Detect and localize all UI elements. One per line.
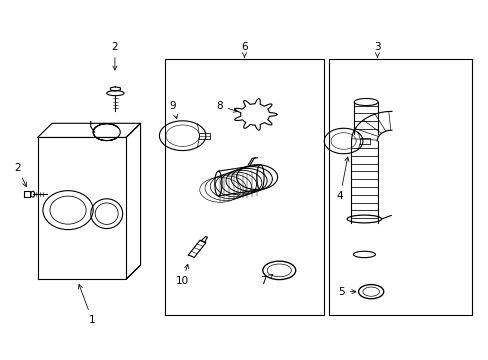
Text: 7: 7 [260,274,272,286]
Text: 2: 2 [14,163,26,186]
Bar [328,59,471,315]
Text: 4: 4 [336,157,348,201]
Text: 8: 8 [216,100,237,112]
Text: 10: 10 [176,264,189,286]
Text: 5: 5 [337,287,355,297]
Bar [164,59,324,315]
Text: 2: 2 [111,42,118,70]
Text: 6: 6 [241,42,247,58]
Text: 9: 9 [169,100,177,119]
Text: 3: 3 [373,42,380,58]
Text: 1: 1 [78,284,95,325]
